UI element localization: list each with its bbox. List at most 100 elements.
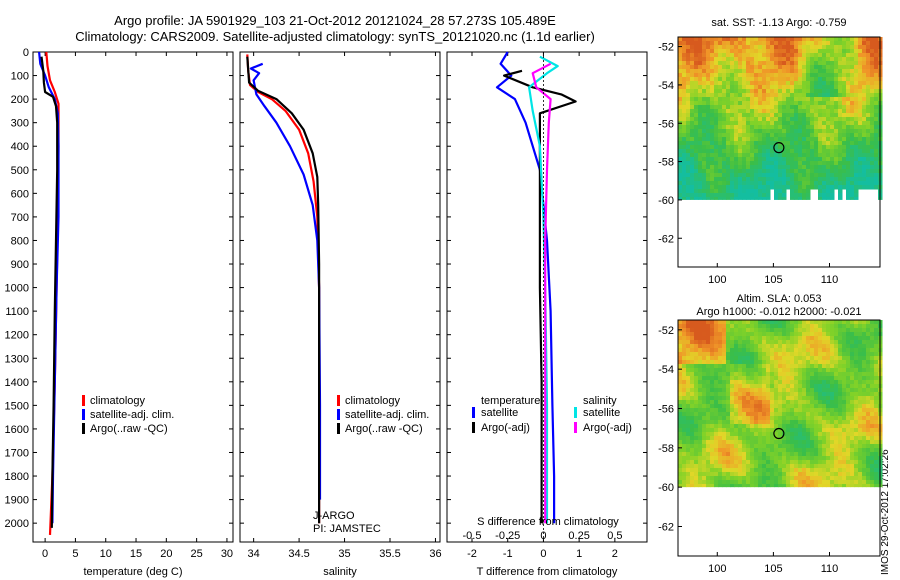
sla_map-cell xyxy=(718,440,723,445)
sst_map-cell xyxy=(790,57,795,62)
sst_map-cell xyxy=(754,189,759,194)
sst_map-cell xyxy=(830,177,835,182)
sst_map-cell xyxy=(746,181,751,186)
sst_map-cell xyxy=(678,145,683,150)
sst_map-cell xyxy=(846,145,851,150)
sla_map-cell xyxy=(746,348,751,353)
sla_map-cell xyxy=(830,380,835,385)
sla_map-cell xyxy=(766,456,771,461)
sla_map-cell xyxy=(726,348,731,353)
sla_map-cell xyxy=(686,460,691,465)
sla_map-cell xyxy=(790,400,795,405)
sla_map-cell xyxy=(690,336,695,341)
sst_map-cell xyxy=(818,125,823,130)
sst_map-cell xyxy=(814,121,819,126)
depth-tick-label: 0 xyxy=(23,47,29,59)
sst_map-cell xyxy=(706,61,711,66)
sla_map-cell xyxy=(762,480,767,485)
sst_map-cell xyxy=(750,121,755,126)
sst_map-cell xyxy=(714,173,719,178)
sla_map-cell xyxy=(714,340,719,345)
sla_map-cell xyxy=(866,384,871,389)
sst_map-cell xyxy=(846,161,851,166)
sla_map-cell xyxy=(730,452,735,457)
sst_map-cell xyxy=(710,93,715,98)
sst_map-cell xyxy=(786,129,791,134)
sla_map-cell xyxy=(738,368,743,373)
sla_map-cell xyxy=(678,324,683,329)
sst_map-cell xyxy=(686,61,691,66)
sla_map-cell xyxy=(754,400,759,405)
sla_map-cell xyxy=(846,444,851,449)
sla_map-cell xyxy=(850,320,855,325)
sla_map-cell xyxy=(730,460,735,465)
sla_map-cell xyxy=(754,408,759,413)
sst_map-cell xyxy=(778,105,783,110)
sla_map-cell xyxy=(778,476,783,481)
sst_map-cell xyxy=(818,161,823,166)
sla_map-cell xyxy=(690,364,695,369)
sst_map-cell xyxy=(874,101,879,106)
sst_map-cell xyxy=(870,141,875,146)
sst_map-cell xyxy=(814,117,819,122)
sst_map-cell xyxy=(778,193,783,198)
sla_map-cell xyxy=(678,396,683,401)
sst_map-cell xyxy=(694,157,699,162)
sla_map-cell xyxy=(802,456,807,461)
sla_map-cell xyxy=(730,356,735,361)
sst_map-cell xyxy=(694,129,699,134)
sla_map-cell xyxy=(774,480,779,485)
sla_map-cell xyxy=(750,364,755,369)
sst_map-cell xyxy=(858,165,863,170)
sst_map-cell xyxy=(850,137,855,142)
sst_map-cell xyxy=(822,93,827,98)
sla_map-cell xyxy=(790,388,795,393)
sla_map-cell xyxy=(738,476,743,481)
sla_map-cell xyxy=(810,436,815,441)
sst_map-cell xyxy=(726,53,731,58)
sst_map-cell xyxy=(682,141,687,146)
sst_map-cell xyxy=(830,153,835,158)
sla_map-cell xyxy=(858,368,863,373)
sla_map-cell xyxy=(818,348,823,353)
sst_map-cell xyxy=(686,157,691,162)
sla_map-cell xyxy=(746,464,751,469)
sst_map-cell xyxy=(798,89,803,94)
depth-tick-label: 900 xyxy=(11,259,29,271)
sla_map-cell xyxy=(830,356,835,361)
sla_map-cell xyxy=(858,376,863,381)
sst_map-cell xyxy=(850,177,855,182)
sst_map-cell xyxy=(750,125,755,130)
sla_map-cell xyxy=(794,328,799,333)
sst_map-cell xyxy=(846,105,851,110)
sst_map-cell xyxy=(694,181,699,186)
sla_map-cell xyxy=(718,408,723,413)
sst_map-cell xyxy=(834,173,839,178)
sla_map-cell xyxy=(858,432,863,437)
sla_map-cell xyxy=(678,464,683,469)
sst_map-cell xyxy=(798,101,803,106)
sst_map-cell xyxy=(774,93,779,98)
sla_map-cell xyxy=(754,336,759,341)
sst_map-cell xyxy=(846,61,851,66)
sla_map-cell xyxy=(698,396,703,401)
depth-tick-label: 600 xyxy=(11,188,29,200)
sla_map-cell xyxy=(758,368,763,373)
sla_map-cell xyxy=(838,460,843,465)
sst_map-cell xyxy=(830,133,835,138)
sla_map-cell xyxy=(850,408,855,413)
sst_map-cell xyxy=(810,97,815,102)
sst_map-cell xyxy=(722,141,727,146)
sst_map-cell xyxy=(706,165,711,170)
sla_map-cell xyxy=(702,320,707,325)
sst_map-cell xyxy=(682,53,687,58)
sst_map-cell xyxy=(782,37,787,42)
temperature-xtick-label: 25 xyxy=(191,548,203,560)
sst_map-cell xyxy=(738,149,743,154)
sla_map-cell xyxy=(726,372,731,377)
sla_map-cell xyxy=(694,352,699,357)
sla_map-cell xyxy=(706,480,711,485)
sst_map-cell xyxy=(774,41,779,46)
sla_map-cell xyxy=(826,368,831,373)
sst_map-cell xyxy=(774,81,779,86)
